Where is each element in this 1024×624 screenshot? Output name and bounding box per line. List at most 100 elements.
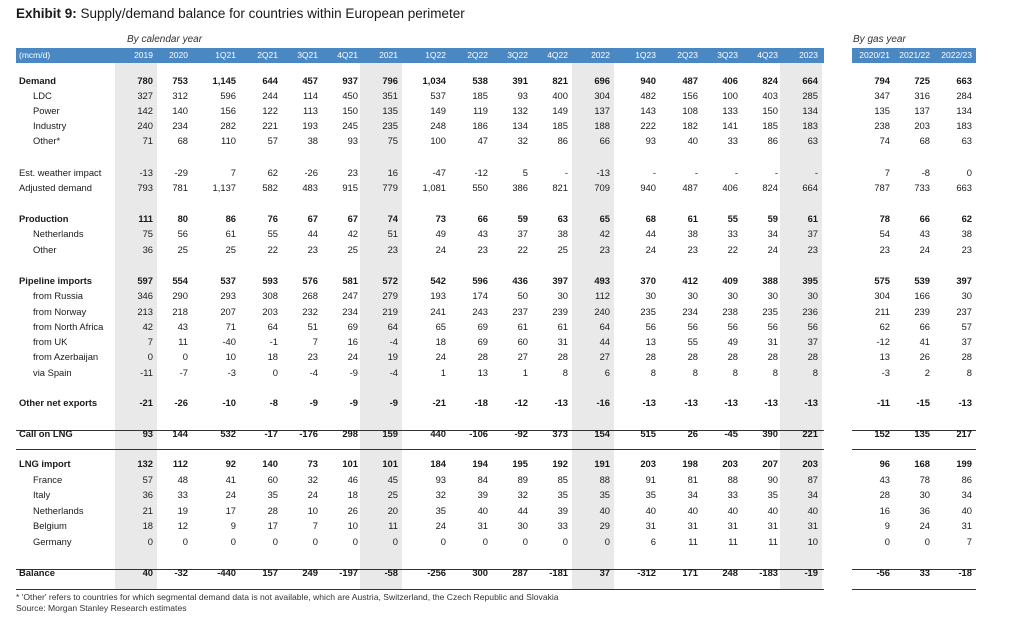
table-cell-3Q21: 114 [303, 90, 318, 101]
rule-above-balance-gas [852, 569, 976, 570]
column-header-2Q23: 2Q23 [677, 50, 698, 60]
table-cell-2021: -4 [389, 367, 398, 378]
table-cell-2Q23: 198 [682, 458, 698, 469]
column-header-2021: 2021 [379, 50, 398, 60]
table-cell-2021/22: 725 [914, 75, 930, 86]
table-cell-2021: 20 [387, 505, 398, 516]
table-cell-4Q22: 821 [552, 182, 568, 193]
table-cell-1Q22: 24 [435, 351, 446, 362]
table-cell-2020: 753 [172, 75, 188, 86]
table-cell-2023: 61 [807, 213, 818, 224]
table-cell-2Q23: 38 [687, 228, 698, 239]
row-label: from North Africa [33, 321, 104, 332]
table-cell-3Q23: 40 [727, 505, 738, 516]
table-cell-1Q23: 93 [645, 135, 656, 146]
table-cell-2020: 0 [182, 351, 188, 362]
table-cell-3Q22: 22 [517, 244, 528, 255]
table-row: Demand 780 753 1,145 644 457 937 796 1,034 538 391… [0, 73, 1024, 89]
table-cell-2022/23: 63 [961, 135, 972, 146]
table-cell-1Q22: -47 [432, 167, 446, 178]
table-cell-4Q23: 235 [762, 306, 778, 317]
table-cell-2022: 240 [594, 306, 610, 317]
table-cell-2023: -13 [804, 397, 818, 408]
table-cell-1Q22: 93 [435, 474, 446, 485]
column-header-3Q22: 3Q22 [507, 50, 528, 60]
table-row: Production 111 80 86 76 67 67 74 73 66 59 63 65 68 61 5… [0, 211, 1024, 227]
table-cell-2020: 56 [177, 228, 188, 239]
table-cell-2021: 0 [392, 536, 398, 547]
table-cell-2023: 37 [807, 336, 818, 347]
table-cell-2020/21: 62 [879, 321, 890, 332]
table-cell-2022: 696 [594, 75, 610, 86]
table-cell-1Q21: 1,137 [212, 182, 236, 193]
table-cell-2020: 144 [172, 428, 188, 439]
table-cell-3Q23: 238 [722, 306, 738, 317]
table-cell-2021/22: -15 [916, 397, 930, 408]
table-cell-3Q21: 457 [302, 75, 318, 86]
table-cell-2Q23: 61 [687, 213, 698, 224]
table-cell-4Q22: 30 [557, 290, 568, 301]
table-cell-1Q23: - [652, 167, 656, 178]
row-label: Other net exports [19, 397, 98, 408]
table-row: LDC 327 312 596 244 114 450 351 537 185 93 400 304 48… [0, 88, 1024, 104]
table-cell-2022/23: 57 [961, 321, 972, 332]
table-cell-2022/23: 8 [966, 367, 972, 378]
table-cell-2020: -7 [179, 367, 188, 378]
table-cell-4Q23: 40 [767, 505, 778, 516]
table-cell-2023: 56 [807, 321, 818, 332]
table-cell-2022: 64 [599, 321, 610, 332]
table-cell-2020/21: 74 [879, 135, 890, 146]
table-cell-2022/23: 397 [956, 275, 972, 286]
table-cell-2022/23: 30 [961, 290, 972, 301]
table-cell-2023: 203 [802, 458, 818, 469]
table-cell-2Q21: 35 [267, 489, 278, 500]
table-cell-4Q23: 28 [767, 351, 778, 362]
table-cell-2022/23: 86 [961, 474, 972, 485]
table-cell-2021: -9 [389, 397, 398, 408]
table-cell-3Q23: 55 [727, 213, 738, 224]
table-cell-3Q22: 32 [517, 135, 528, 146]
table-cell-3Q23: 8 [732, 367, 738, 378]
table-cell-2022: -16 [596, 397, 610, 408]
table-cell-1Q21: 207 [220, 306, 236, 317]
table-cell-2Q22: 596 [472, 275, 488, 286]
table-cell-2023: 40 [807, 505, 818, 516]
table-cell-2022: 137 [594, 105, 610, 116]
table-cell-1Q21: 25 [225, 244, 236, 255]
table-cell-2019: -11 [140, 367, 153, 378]
table-cell-2020/21: -3 [881, 367, 890, 378]
table-row: from Russia 346 290 293 308 268 247 279 193 174 50… [0, 288, 1024, 304]
table-cell-2021/22: 2 [924, 367, 930, 378]
table-cell-4Q22: 86 [557, 135, 568, 146]
table-cell-1Q21: 537 [220, 275, 236, 286]
table-cell-2020: 48 [177, 474, 188, 485]
table-cell-2019: -13 [139, 167, 153, 178]
table-cell-3Q22: 32 [517, 489, 528, 500]
row-label: Belgium [33, 520, 67, 531]
table-row: Italy 36 33 24 35 24 18 25 32 39 32 35 35 35 34 33 35 34 2… [0, 487, 1024, 503]
table-cell-1Q21: 71 [225, 321, 236, 332]
table-cell-2019: 597 [137, 275, 153, 286]
table-cell-2023: 10 [807, 536, 818, 547]
table-cell-3Q21: 113 [303, 105, 318, 116]
table-cell-1Q23: 91 [645, 474, 656, 485]
table-cell-4Q21: 93 [347, 135, 358, 146]
table-cell-3Q21: 38 [307, 135, 318, 146]
table-cell-4Q21: 18 [347, 489, 358, 500]
table-cell-1Q21: 61 [225, 228, 236, 239]
table-cell-4Q21: 150 [342, 105, 358, 116]
table-cell-2Q21: 60 [267, 474, 278, 485]
table-cell-2021: 235 [382, 120, 398, 131]
table-cell-4Q22: 0 [562, 536, 568, 547]
table-cell-2Q22: 186 [472, 120, 488, 131]
table-cell-1Q22: 149 [430, 105, 446, 116]
table-cell-3Q23: 133 [722, 105, 738, 116]
table-cell-1Q23: -312 [637, 567, 656, 578]
table-cell-3Q22: 50 [517, 290, 528, 301]
table-cell-2021/22: 68 [919, 135, 930, 146]
row-label: Netherlands [33, 228, 84, 239]
table-cell-1Q23: 940 [640, 182, 656, 193]
table-cell-2019: 780 [137, 75, 153, 86]
table-cell-4Q22: 821 [552, 75, 568, 86]
table-cell-2021: 19 [387, 351, 398, 362]
